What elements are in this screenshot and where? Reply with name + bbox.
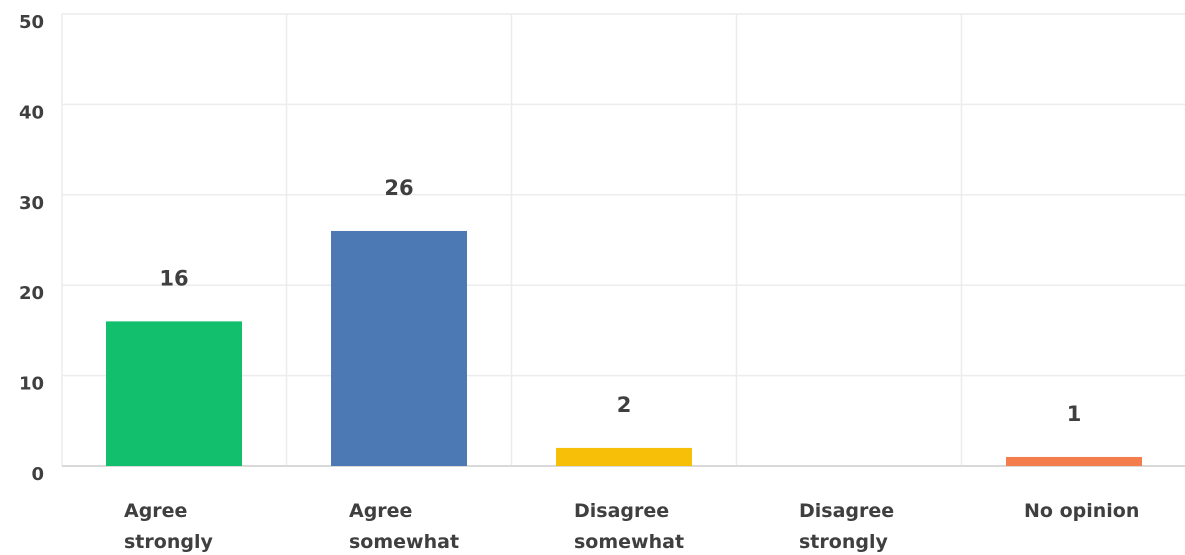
category-label-2-line-0: Disagree — [574, 500, 669, 522]
category-label-4-line-0: No opinion — [1024, 500, 1139, 522]
y-axis-tick-labels: 0 10 20 30 40 50 — [19, 12, 44, 485]
y-tick-label-50: 50 — [19, 12, 44, 33]
category-label-0-line-1: strongly — [124, 531, 213, 553]
data-label-4: 1 — [1067, 402, 1082, 426]
bar-0 — [106, 321, 242, 466]
bar-4 — [1006, 456, 1142, 466]
bars — [106, 230, 1142, 466]
y-tick-label-10: 10 — [19, 374, 44, 395]
category-label-3-line-0: Disagree — [799, 500, 894, 522]
category-label-1-line-1: somewhat — [349, 531, 459, 553]
category-label-0-line-0: Agree — [124, 500, 187, 522]
y-tick-label-20: 20 — [19, 283, 44, 304]
bar-1 — [331, 230, 467, 466]
y-tick-label-40: 40 — [19, 102, 44, 123]
category-label-1-line-0: Agree — [349, 500, 412, 522]
category-label-2-line-1: somewhat — [574, 531, 684, 553]
y-tick-label-30: 30 — [19, 193, 44, 214]
data-labels: 16 26 2 1 — [159, 176, 1081, 426]
y-tick-label-0: 0 — [31, 464, 44, 485]
x-axis-category-labels: Agree strongly Agree somewhat Disagree somewh… — [124, 500, 1139, 553]
category-label-3-line-1: strongly — [799, 531, 888, 553]
data-label-0: 16 — [159, 266, 188, 290]
data-label-2: 2 — [617, 393, 632, 417]
data-label-1: 26 — [384, 176, 413, 200]
bar-2 — [556, 447, 692, 466]
